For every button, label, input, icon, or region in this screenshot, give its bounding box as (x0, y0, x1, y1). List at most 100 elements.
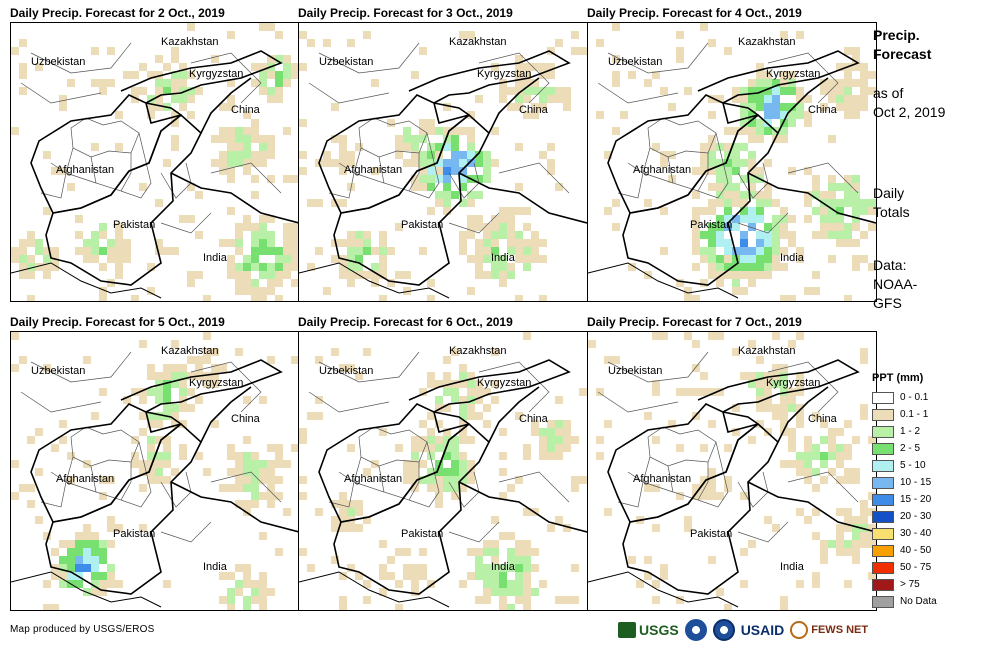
legend-swatch (872, 595, 894, 608)
label-pakistan: Pakistan (401, 219, 443, 231)
side-daily-line1: Daily (873, 185, 905, 201)
label-china: China (231, 104, 261, 116)
legend-row: 40 - 50 (872, 542, 982, 559)
label-china: China (519, 104, 549, 116)
noaa-seal-icon (684, 619, 707, 641)
legend-swatch (872, 493, 894, 506)
label-india: India (203, 561, 228, 573)
admin-boundaries (308, 42, 570, 234)
legend-label: > 75 (900, 579, 920, 590)
label-kyrgyzstan: Kyrgyzstan (189, 68, 243, 80)
legend-swatch (872, 578, 894, 591)
coastline (299, 571, 450, 608)
usaid-logo: USAID (740, 622, 785, 638)
legend-label: 1 - 2 (900, 426, 921, 437)
label-china: China (808, 104, 838, 116)
label-uzbekistan: Uzbekistan (608, 365, 662, 377)
legend-row: 2 - 5 (872, 440, 982, 457)
legend-row: 5 - 10 (872, 457, 982, 474)
legend-swatch (872, 391, 894, 404)
legend-row: 15 - 20 (872, 491, 982, 508)
admin-boundaries (308, 351, 570, 543)
precip-map: Kazakhstan Uzbekistan Kyrgyzstan China A… (587, 331, 877, 611)
panel-title: Daily Precip. Forecast for 6 Oct., 2019 (298, 315, 513, 329)
country-boundaries (30, 359, 299, 595)
legend-row: No Data (872, 593, 982, 610)
label-pakistan: Pakistan (690, 219, 732, 231)
legend-label: 40 - 50 (900, 545, 932, 556)
legend-label: 10 - 15 (900, 477, 932, 488)
legend-label: 30 - 40 (900, 528, 932, 539)
label-afghanistan: Afghanistan (633, 164, 691, 176)
label-pakistan: Pakistan (401, 528, 443, 540)
country-boundaries (607, 359, 876, 595)
label-india: India (780, 252, 805, 264)
country-boundaries (30, 50, 299, 286)
legend-label: 20 - 30 (900, 511, 932, 522)
label-uzbekistan: Uzbekistan (319, 365, 373, 377)
label-pakistan: Pakistan (690, 528, 732, 540)
label-afghanistan: Afghanistan (56, 164, 114, 176)
legend-row: 30 - 40 (872, 525, 982, 542)
label-afghanistan: Afghanistan (344, 164, 402, 176)
legend-row: 1 - 2 (872, 423, 982, 440)
side-title-line2: Forecast (873, 46, 932, 62)
precip-cells (11, 332, 299, 610)
label-kyrgyzstan: Kyrgyzstan (477, 377, 531, 389)
label-pakistan: Pakistan (113, 219, 155, 231)
side-data-line3: GFS (873, 295, 902, 311)
coastline (11, 262, 162, 299)
label-china: China (519, 413, 549, 425)
fews-logo: FEWS NET (790, 621, 868, 639)
legend-row: 0.1 - 1 (872, 406, 982, 423)
label-kazakhstan: Kazakhstan (161, 345, 218, 357)
label-afghanistan: Afghanistan (344, 473, 402, 485)
side-title: Precip. Forecast (873, 26, 931, 64)
label-uzbekistan: Uzbekistan (31, 56, 85, 68)
legend-row: 20 - 30 (872, 508, 982, 525)
precip-map: Kazakhstan Uzbekistan Kyrgyzstan China A… (298, 22, 588, 302)
usgs-logo-text: USGS (639, 622, 679, 638)
precip-cells (299, 332, 587, 610)
panel-title: Daily Precip. Forecast for 7 Oct., 2019 (587, 315, 802, 329)
label-kazakhstan: Kazakhstan (449, 345, 506, 357)
admin-boundaries (597, 351, 859, 543)
label-afghanistan: Afghanistan (56, 473, 114, 485)
coastline (299, 262, 450, 299)
label-pakistan: Pakistan (113, 528, 155, 540)
legend-swatch (872, 510, 894, 523)
usgs-mark-icon (618, 622, 636, 638)
legend-label: 15 - 20 (900, 494, 932, 505)
legend-title: PPT (mm) (872, 372, 924, 384)
coastline (588, 262, 739, 299)
label-kyrgyzstan: Kyrgyzstan (477, 68, 531, 80)
panel-title: Daily Precip. Forecast for 3 Oct., 2019 (298, 6, 513, 20)
usgs-logo: USGS (618, 622, 679, 638)
legend-rows: 0 - 0.1 0.1 - 1 1 - 2 2 - 5 5 - 10 10 - 15 15 … (872, 389, 982, 610)
legend-swatch (872, 544, 894, 557)
label-kyrgyzstan: Kyrgyzstan (766, 68, 820, 80)
legend-label: No Data (900, 596, 937, 607)
country-boundaries (607, 50, 876, 286)
precip-map: Kazakhstan Uzbekistan Kyrgyzstan China A… (587, 22, 877, 302)
label-kyrgyzstan: Kyrgyzstan (766, 377, 820, 389)
legend-swatch (872, 459, 894, 472)
side-daily: Daily Totals (873, 184, 910, 222)
side-asof-line2: Oct 2, 2019 (873, 104, 946, 120)
panel-title: Daily Precip. Forecast for 5 Oct., 2019 (10, 315, 225, 329)
fews-sun-icon (790, 621, 809, 639)
legend-label: 2 - 5 (900, 443, 921, 454)
label-afghanistan: Afghanistan (633, 473, 691, 485)
side-daily-line2: Totals (873, 204, 910, 220)
fews-logo-text: FEWS NET (811, 624, 869, 636)
label-kazakhstan: Kazakhstan (738, 345, 795, 357)
label-kazakhstan: Kazakhstan (449, 36, 506, 48)
precip-cells (299, 31, 587, 301)
country-boundaries (318, 359, 587, 595)
legend-swatch (872, 442, 894, 455)
legend-label: 0 - 0.1 (900, 392, 929, 403)
legend-row: > 75 (872, 576, 982, 593)
precip-map: Kazakhstan Uzbekistan Kyrgyzstan China A… (298, 331, 588, 611)
legend-label: 0.1 - 1 (900, 409, 929, 420)
coastline (588, 571, 739, 608)
